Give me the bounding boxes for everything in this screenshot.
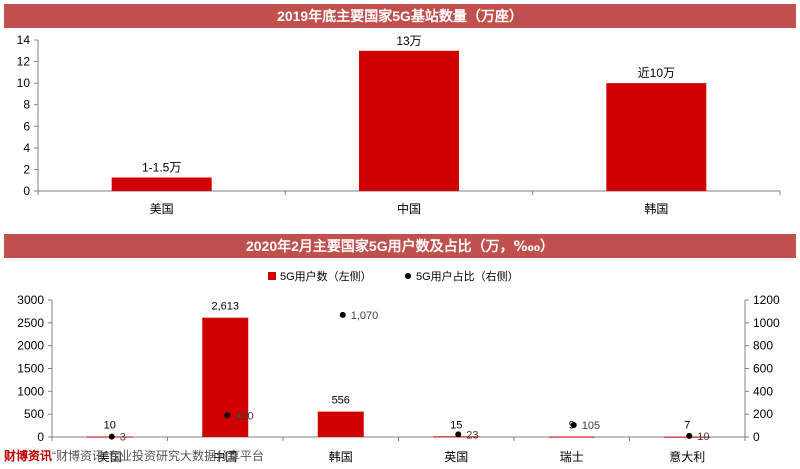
chart2-left-tick-label: 3000 (17, 293, 44, 307)
chart2-left-tick-label: 1000 (17, 384, 44, 398)
watermark: 财博资讯“财博资讯”专业投资研究大数据分享平台 (4, 447, 264, 464)
chart2-right-tick-label: 1200 (753, 293, 780, 307)
chart2-share-label: 105 (582, 420, 600, 432)
chart1-y-tick-label: 0 (23, 184, 30, 198)
chart2-bar (433, 436, 480, 438)
chart2-share-point (686, 432, 693, 439)
chart2-title: 2020年2月主要国家5G用户数及占比（万，‱） (4, 234, 796, 258)
chart2-bar (317, 411, 364, 437)
chart2-share-label: 10 (697, 431, 709, 443)
chart2-left-tick-label: 0 (37, 430, 44, 444)
chart2-right-tick-label: 400 (753, 384, 773, 398)
chart2-share-point (224, 412, 231, 419)
watermark-text: “财博资讯”专业投资研究大数据分享平台 (52, 449, 265, 463)
chart2-left-tick-label: 500 (24, 407, 44, 421)
chart1-y-tick-label: 4 (23, 141, 30, 155)
chart1-y-tick-label: 6 (23, 119, 30, 133)
chart1-x-tick-label: 中国 (397, 201, 421, 216)
chart2-share-label: 23 (466, 429, 478, 441)
chart2-right-tick-label: 0 (753, 430, 760, 444)
chart1-y-tick-label: 2 (23, 162, 30, 176)
chart2-x-tick-label: 意大利 (669, 449, 705, 464)
chart2-share-point (455, 431, 462, 438)
chart2-right-tick-label: 200 (753, 407, 773, 421)
chart1-data-label: 1-1.5万 (142, 161, 181, 175)
watermark-brand: 财博资讯 (4, 449, 53, 463)
chart1-y-tick-label: 12 (17, 55, 31, 69)
chart2-legend-bar-swatch (268, 272, 276, 280)
chart1-data-label: 13万 (396, 34, 421, 48)
chart2-bar-label: 2,613 (211, 301, 239, 313)
chart2-share-point (339, 311, 346, 318)
chart2-left-tick-label: 2500 (17, 316, 44, 330)
chart2-bar-label: 10 (104, 420, 116, 432)
chart1-bar (359, 50, 459, 192)
chart1-data-label: 近10万 (638, 66, 675, 80)
chart2-legend-dot-label: 5G用户占比（右侧） (416, 269, 519, 283)
chart2-share-label: 1,070 (351, 310, 379, 322)
chart1-y-tick-label: 8 (23, 98, 30, 112)
chart2-right-tick-label: 800 (753, 339, 773, 353)
chart2-x-tick-label: 英国 (444, 450, 468, 464)
chart2-share-point (570, 422, 577, 429)
chart2-legend-dot-swatch (405, 273, 411, 279)
chart2-left-tick-label: 1500 (17, 362, 44, 376)
chart2-bar-label: 15 (450, 419, 462, 431)
chart1-x-tick-label: 美国 (150, 202, 174, 216)
chart1-x-tick-label: 韩国 (644, 201, 668, 216)
chart2-bar (548, 436, 595, 438)
chart2-right-tick-label: 600 (753, 362, 773, 376)
chart2-right-tick-label: 1000 (753, 316, 780, 330)
chart2-legend-bar-label: 5G用户数（左侧） (280, 269, 372, 283)
chart2-bar-label: 7 (684, 420, 690, 432)
chart2-share-label: 190 (235, 410, 253, 422)
chart1-bar (111, 177, 212, 191)
chart2-x-tick-label: 中国 (213, 449, 237, 464)
chart1-title: 2019年底主要国家5G基站数量（万座） (4, 4, 796, 28)
chart1-y-tick-label: 14 (17, 33, 31, 47)
chart2-x-tick-label: 瑞士 (560, 450, 584, 464)
chart1-bar (606, 83, 707, 191)
chart2-x-tick-label: 韩国 (329, 449, 353, 464)
chart2-share-label: 3 (120, 432, 126, 444)
chart2-bar-label: 556 (332, 395, 350, 407)
chart2-share-point (108, 433, 115, 440)
chart2-left-tick-label: 2000 (17, 339, 44, 353)
chart1-y-tick-label: 10 (17, 76, 31, 90)
chart2-x-tick-label: 美国 (98, 450, 122, 464)
